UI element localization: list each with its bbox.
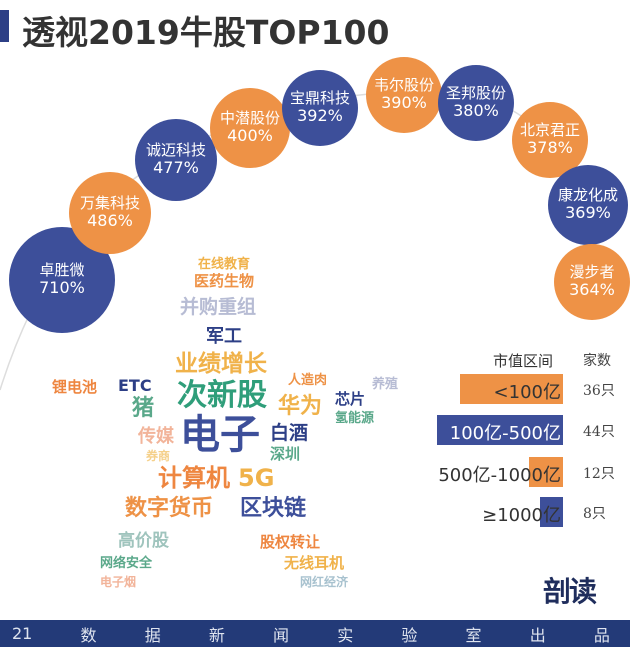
footer-char: 品 [593,625,610,645]
stock-bubble: 中潜股份 400% [210,88,290,168]
bar [528,457,563,487]
word-cloud-term: 网红经济 [300,575,349,589]
bar-category-label: ≥1000亿 [482,505,561,526]
word-cloud-term: 芯片 [335,390,366,408]
stock-bubble: 韦尔股份 390% [366,57,442,133]
stock-name: 诚迈科技 [145,141,206,160]
stock-name: 卓胜微 [39,261,85,280]
bar-category-label: <100亿 [493,382,561,403]
stock-gain: 392% [297,106,343,126]
word-cloud-term: 深圳 [270,445,301,463]
stock-bubble: 康龙化成 369% [548,165,628,245]
word-cloud-term: 股权转让 [260,533,321,551]
word-cloud-term: 数字货币 [125,496,214,521]
stock-gain: 380% [453,101,499,121]
word-cloud-term: 无线耳机 [284,554,345,572]
word-cloud-term: 养殖 [372,377,399,392]
word-cloud-term: 高价股 [118,531,169,551]
word-cloud-term: 并购重组 [180,296,257,318]
footer-char: 验 [401,625,418,645]
footer-char: 出 [529,625,546,645]
legend-header-count: 家数 [583,353,611,369]
bar-value-label: 44只 [583,424,615,440]
footer-char: 新 [208,625,225,645]
bar-value-label: 36只 [583,383,615,399]
stock-name: 康龙化成 [557,186,618,205]
bar [540,497,563,527]
stock-gain: 477% [153,158,199,178]
footer-char: 21 [12,624,33,643]
stock-gain: 364% [569,280,615,300]
word-cloud-term: 网络安全 [100,556,153,571]
word-cloud-term: 电子烟 [100,575,137,589]
stock-gain: 378% [527,138,573,158]
footer-bar: 21 数 据 新 闻 实 验 室 出 品 [0,620,630,647]
stock-bubble: 万集科技 486% [69,172,151,254]
stock-name: 韦尔股份 [373,76,434,95]
stock-gain: 400% [227,126,273,146]
bar-row: ≥1000亿 [420,497,563,527]
word-cloud-term: 军工 [206,326,242,347]
stock-name: 圣邦股份 [445,84,506,103]
bar-row: 500亿-1000亿 [420,457,563,487]
footer-char: 据 [144,625,161,645]
word-cloud-term: 在线教育 [198,257,251,272]
word-cloud-term: 券商 [146,449,171,463]
bar-value-label: 12只 [583,466,615,482]
word-cloud-term: 白酒 [270,422,309,444]
word-cloud-term: 次新股 [177,378,267,413]
logo: 剖读 [543,575,597,608]
page-title: 透视2019牛股TOP100 [22,13,390,52]
footer-char: 室 [465,625,482,645]
stock-name: 宝鼎科技 [289,89,350,108]
stock-gain: 486% [87,211,133,231]
word-cloud-term: ETC [118,376,152,395]
bar-row: 100亿-500亿 [420,415,563,445]
stock-bubble: 诚迈科技 477% [135,119,217,201]
stock-bubble: 漫步者 364% [554,244,630,320]
word-cloud-term: 业绩增长 [175,351,267,377]
stock-name: 北京君正 [519,121,580,140]
bar-category-label: 100亿-500亿 [449,423,561,444]
legend-header-range: 市值区间 [493,352,554,370]
stock-name: 漫步者 [569,263,615,282]
stock-gain: 390% [381,93,427,113]
bar [459,374,563,404]
word-cloud-term: 医药生物 [194,272,255,290]
word-cloud-term: 人造肉 [288,373,328,388]
word-cloud-term: 电子 [180,412,260,458]
bar [437,415,563,445]
stock-name: 万集科技 [79,194,140,213]
stock-gain: 710% [39,278,85,298]
footer-char: 实 [337,625,354,645]
stock-bubble: 圣邦股份 380% [438,65,514,141]
bar-category-label: 500亿-1000亿 [438,465,561,486]
word-cloud-term: 猪 [132,396,155,421]
footer-char: 闻 [273,625,290,645]
word-cloud-term: 区块链 [240,496,307,521]
footer-char: 数 [80,625,97,645]
stock-bubble: 北京君正 378% [512,102,588,178]
bar-value-label: 8只 [583,506,606,522]
stock-gain: 369% [565,203,611,223]
word-cloud-term: 华为 [278,394,323,419]
bar-row: <100亿 [420,374,563,404]
word-cloud-term: 氢能源 [335,411,375,426]
word-cloud-term: 5G [238,464,275,492]
word-cloud-term: 锂电池 [52,378,98,396]
stock-name: 中潜股份 [219,109,280,128]
word-cloud-term: 传媒 [138,426,174,447]
title-marker [0,10,9,42]
stock-bubble: 宝鼎科技 392% [282,70,358,146]
word-cloud-term: 计算机 [158,464,230,492]
